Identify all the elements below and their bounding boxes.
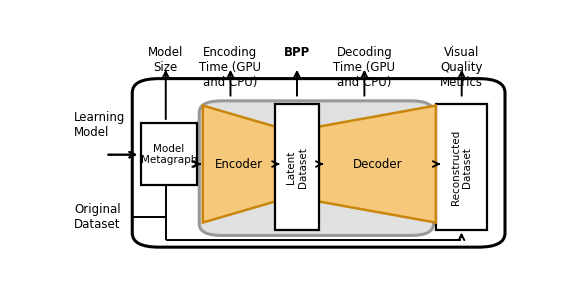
Bar	[275, 104, 319, 230]
Text: Learning
Model: Learning Model	[74, 112, 126, 140]
Text: Decoding
Time (GPU
and CPU): Decoding Time (GPU and CPU)	[334, 46, 395, 89]
Text: Encoding
Time (GPU
and CPU): Encoding Time (GPU and CPU)	[199, 46, 262, 89]
Text: Model
Metagraph: Model Metagraph	[141, 144, 197, 165]
Text: Reconstructed
Dataset: Reconstructed Dataset	[450, 130, 472, 205]
Bar	[436, 104, 487, 230]
Bar	[141, 123, 197, 185]
Text: Encoder: Encoder	[215, 157, 263, 171]
FancyBboxPatch shape	[132, 79, 505, 247]
Text: Model
Size: Model Size	[148, 46, 183, 74]
Polygon shape	[203, 105, 275, 223]
Text: Visual
Quality
Metrics: Visual Quality Metrics	[440, 46, 483, 89]
Text: BPP: BPP	[284, 46, 310, 59]
Text: Latent
Dataset: Latent Dataset	[286, 147, 308, 188]
Polygon shape	[319, 105, 436, 223]
Text: Decoder: Decoder	[353, 157, 402, 171]
FancyBboxPatch shape	[199, 101, 434, 236]
Text: Original
Dataset: Original Dataset	[74, 203, 121, 231]
